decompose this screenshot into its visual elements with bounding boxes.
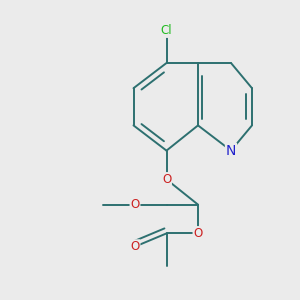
Text: O: O	[194, 227, 202, 240]
Text: Cl: Cl	[161, 24, 172, 37]
Text: N: N	[226, 144, 236, 158]
Text: O: O	[130, 240, 140, 253]
Text: O: O	[162, 173, 171, 186]
Text: O: O	[130, 198, 140, 211]
